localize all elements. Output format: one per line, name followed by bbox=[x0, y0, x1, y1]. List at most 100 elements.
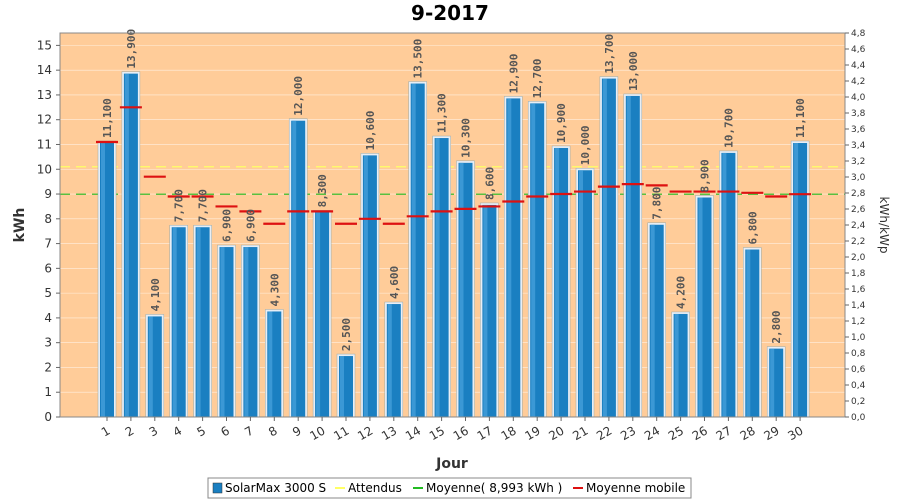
y-tick-label: 2 bbox=[44, 360, 52, 374]
bar-highlight bbox=[698, 197, 703, 417]
bar-highlight bbox=[220, 247, 225, 417]
y2-axis-title: kWh/kWp bbox=[877, 197, 891, 254]
y-tick-label: 7 bbox=[44, 237, 52, 251]
y2-tick-label: 2,6 bbox=[851, 205, 866, 215]
bar-highlight bbox=[770, 348, 775, 417]
y-tick-label: 10 bbox=[37, 162, 52, 176]
y-tick-label: 13 bbox=[37, 88, 52, 102]
x-tick-label: 19 bbox=[522, 423, 542, 443]
x-tick-label: 2 bbox=[123, 423, 137, 439]
bar-value-label: 7,800 bbox=[651, 187, 664, 220]
y2-tick-label: 1,4 bbox=[851, 301, 866, 311]
x-tick-label: 25 bbox=[666, 423, 686, 443]
x-tick-label: 1 bbox=[99, 423, 113, 439]
y2-tick-label: 0,0 bbox=[851, 413, 866, 423]
bar-value-label: 13,000 bbox=[627, 51, 640, 91]
bar-value-label: 4,200 bbox=[675, 276, 688, 309]
bar-value-label: 10,600 bbox=[364, 111, 377, 151]
y2-tick-label: 4,0 bbox=[851, 93, 866, 103]
x-tick-label: 20 bbox=[546, 423, 566, 443]
bar-value-label: 12,700 bbox=[531, 59, 544, 99]
legend: SolarMax 3000 S Attendus Moyenne( 8,993 … bbox=[207, 477, 692, 499]
bar-value-label: 13,900 bbox=[125, 29, 138, 69]
bar-value-label: 8,900 bbox=[699, 159, 712, 192]
y-tick-label: 5 bbox=[44, 286, 52, 300]
legend-swatch-bar bbox=[212, 482, 223, 494]
y2-tick-label: 2,4 bbox=[851, 221, 866, 231]
x-tick-label: 22 bbox=[594, 423, 614, 443]
bar-highlight bbox=[794, 143, 799, 417]
bar-value-label: 2,800 bbox=[770, 311, 783, 344]
x-tick-label: 30 bbox=[785, 423, 805, 443]
y2-tick-label: 3,6 bbox=[851, 125, 866, 135]
bar-value-labels: 11,100 13,900 4,100 7,700 7,700 6,900 6,900 4,3… bbox=[101, 29, 807, 351]
bar-highlight bbox=[531, 103, 536, 418]
y-tick-label: 3 bbox=[44, 336, 52, 350]
y2-tick-label: 0,8 bbox=[851, 349, 866, 359]
bar-value-label: 11,300 bbox=[436, 93, 449, 133]
x-tick-label: 28 bbox=[738, 423, 758, 443]
x-tick-label: 6 bbox=[218, 423, 232, 439]
x-tick-label: 13 bbox=[379, 423, 399, 443]
bar-highlight bbox=[387, 304, 392, 417]
bar-highlight bbox=[459, 162, 464, 417]
bar-highlight bbox=[555, 147, 560, 417]
y2-tick-label: 2,0 bbox=[851, 253, 866, 263]
y-tick-label: 15 bbox=[37, 38, 52, 52]
legend-label-expected: Attendus bbox=[348, 481, 402, 495]
bar-value-label: 2,500 bbox=[340, 318, 353, 351]
y2-tick-label: 1,2 bbox=[851, 317, 865, 327]
chart-title: 9-2017 bbox=[411, 1, 489, 25]
y2-tick-label: 3,8 bbox=[851, 109, 866, 119]
x-axis: 1 2 3 4 5 6 7 8 9 10 11 12 13 14 15 16 17 18 19 20 21 22 23 24 2… bbox=[99, 417, 806, 443]
bar-value-label: 6,900 bbox=[221, 209, 234, 242]
bar-value-label: 12,000 bbox=[292, 76, 305, 116]
bar-value-label: 4,100 bbox=[149, 278, 162, 311]
legend-label-moving-average: Moyenne mobile bbox=[586, 481, 685, 495]
y2-tick-label: 1,6 bbox=[851, 285, 866, 295]
bar-value-label: 11,100 bbox=[794, 98, 807, 138]
x-tick-label: 26 bbox=[690, 423, 710, 443]
bar-highlight bbox=[124, 73, 129, 418]
y-axis-right: 0,0 0,2 0,4 0,6 0,8 1,0 1,2 1,4 1,6 1,8 2,0 2,2 2,4 2… bbox=[845, 29, 866, 423]
bar-value-label: 13,700 bbox=[603, 34, 616, 74]
x-tick-label: 18 bbox=[499, 423, 519, 443]
x-tick-label: 24 bbox=[642, 423, 662, 443]
bar-value-label: 4,300 bbox=[268, 273, 281, 306]
y2-tick-label: 3,0 bbox=[851, 173, 866, 183]
bar-highlight bbox=[650, 224, 655, 417]
x-tick-label: 3 bbox=[147, 423, 161, 439]
bar-value-label: 8,600 bbox=[483, 167, 496, 200]
x-tick-label: 17 bbox=[475, 423, 495, 443]
x-axis-title: Jour bbox=[435, 456, 468, 472]
y-tick-label: 8 bbox=[44, 212, 52, 226]
bar-highlight bbox=[196, 227, 201, 417]
bar-highlight bbox=[579, 170, 583, 417]
bar-highlight bbox=[316, 212, 321, 417]
y2-tick-label: 0,4 bbox=[851, 381, 866, 391]
y2-tick-label: 4,2 bbox=[851, 77, 865, 87]
x-tick-label: 8 bbox=[266, 423, 280, 439]
x-tick-label: 4 bbox=[171, 423, 185, 439]
bar-highlight bbox=[340, 356, 344, 417]
x-tick-label: 16 bbox=[451, 423, 471, 443]
y-tick-label: 11 bbox=[37, 137, 52, 151]
bar-value-label: 6,900 bbox=[244, 209, 257, 242]
y-tick-label: 14 bbox=[37, 63, 52, 77]
y2-tick-label: 4,4 bbox=[851, 61, 866, 71]
bar-highlight bbox=[101, 143, 105, 417]
y2-tick-label: 3,4 bbox=[851, 141, 866, 151]
bars bbox=[97, 71, 810, 418]
x-tick-label: 9 bbox=[290, 423, 304, 439]
bar-highlight bbox=[148, 316, 153, 417]
bar-value-label: 7,700 bbox=[173, 189, 186, 222]
y2-tick-label: 0,2 bbox=[851, 397, 865, 407]
y2-tick-label: 0,6 bbox=[851, 365, 866, 375]
bar-highlight bbox=[746, 249, 751, 417]
x-tick-label: 10 bbox=[307, 423, 327, 443]
y-tick-label: 1 bbox=[44, 385, 52, 399]
bar-value-label: 10,900 bbox=[555, 103, 568, 143]
x-tick-label: 11 bbox=[331, 423, 351, 443]
